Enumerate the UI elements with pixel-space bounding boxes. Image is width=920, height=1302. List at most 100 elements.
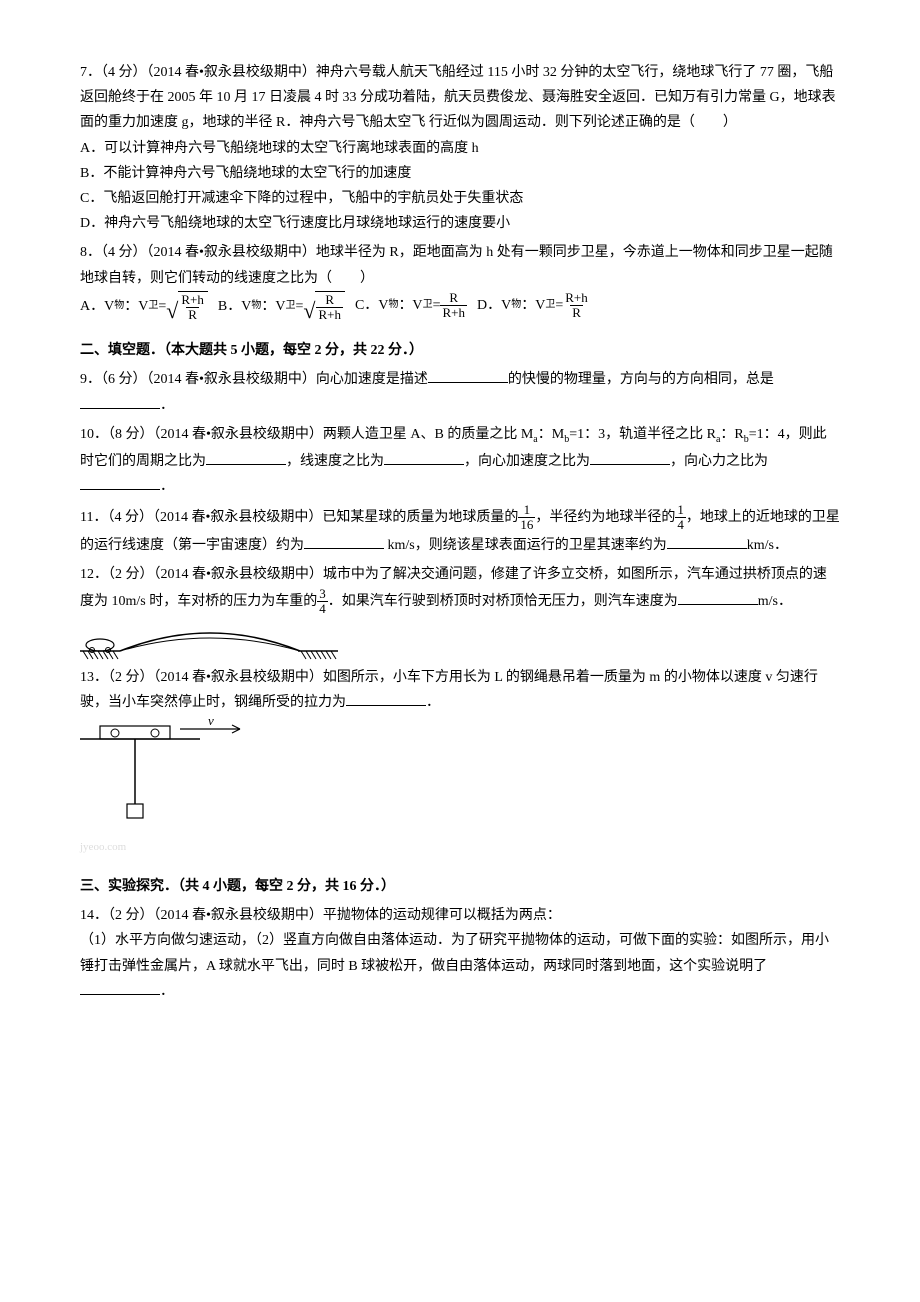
q8-d-den: R bbox=[570, 305, 583, 320]
q8-c-label: C． bbox=[355, 293, 378, 318]
q8-a-label: A． bbox=[80, 294, 104, 319]
q11-p4: km/s，则绕该星球表面运行的卫星其速率约为 bbox=[384, 538, 667, 553]
q8-a-v1: V bbox=[104, 294, 114, 319]
q8-option-a: A． V 物 ：V 卫 = √ R+h R bbox=[80, 291, 208, 323]
q12-p2: ．如果汽车行驶到桥顶时对桥顶恰无压力，则汽车速度为 bbox=[328, 594, 678, 609]
q8-a-colon: ：V bbox=[124, 294, 148, 319]
q8-a-eq: = bbox=[158, 294, 166, 319]
q8-c-sub2: 卫 bbox=[423, 296, 433, 314]
sqrt-icon: √ bbox=[303, 291, 315, 323]
q8-b-colon: ：V bbox=[261, 294, 285, 319]
q13-p1: 13．（2 分）（2014 春•叙永县校级期中）如图所示，小车下方用长为 L 的… bbox=[80, 670, 818, 710]
q11-p2: ，半径约为地球半径的 bbox=[535, 510, 675, 525]
question-8: 8．（4 分）（2014 春•叙永县校级期中）地球半径为 R，距地面高为 h 处… bbox=[80, 240, 840, 322]
q8-d-v1: V bbox=[501, 293, 511, 318]
q8-option-c: C． V 物 ：V 卫 = R R+h bbox=[355, 291, 467, 321]
q11-f1: 116 bbox=[518, 503, 535, 533]
q8-a-sqrt: √ R+h R bbox=[166, 291, 208, 323]
q11-p5: km/s． bbox=[747, 538, 788, 553]
section-3-title: 三、实验探究．（共 4 小题，每空 2 分，共 16 分．） bbox=[80, 874, 840, 899]
q8-a-num: R+h bbox=[179, 293, 206, 307]
q10-p9: ． bbox=[160, 479, 174, 494]
q12-p3: m/s． bbox=[758, 594, 792, 609]
blank bbox=[206, 450, 286, 465]
q8-b-sqrt: √ R R+h bbox=[303, 291, 345, 323]
q8-option-d: D． V 物 ：V 卫 = R+h R bbox=[477, 291, 590, 321]
v-label: v bbox=[208, 719, 214, 728]
q8-b-frac: R R+h bbox=[316, 293, 343, 323]
watermark: jyeoo.com bbox=[80, 838, 840, 858]
q8-a-sub1: 物 bbox=[114, 297, 124, 315]
blank bbox=[678, 590, 758, 605]
q11-f2: 14 bbox=[675, 503, 686, 533]
blank bbox=[384, 450, 464, 465]
q7-option-b: B．不能计算神舟六号飞船绕地球的太空飞行的加速度 bbox=[80, 161, 840, 186]
q10-p7: ，向心加速度之比为 bbox=[464, 454, 590, 469]
q14-p3: ． bbox=[160, 984, 174, 999]
q7-option-c: C．飞船返回舱打开减速伞下降的过程中，飞船中的宇航员处于失重状态 bbox=[80, 186, 840, 211]
q9-p1: 9．（6 分）（2014 春•叙永县校级期中）向心加速度是描述 bbox=[80, 372, 428, 387]
bridge-diagram bbox=[80, 621, 840, 661]
q14-p1: 14．（2 分）（2014 春•叙永县校级期中）平抛物体的运动规律可以概括为两点… bbox=[80, 903, 840, 928]
q9-p3: ． bbox=[160, 398, 174, 413]
q8-c-eq: = bbox=[433, 293, 441, 318]
q8-b-label: B． bbox=[218, 294, 241, 319]
q11-f2n: 1 bbox=[675, 503, 686, 517]
q12-f1d: 4 bbox=[317, 601, 328, 616]
q7-option-d: D．神舟六号飞船绕地球的太空飞行速度比月球绕地球运行的速度要小 bbox=[80, 211, 840, 236]
blank bbox=[667, 534, 747, 549]
q8-c-v1: V bbox=[378, 293, 388, 318]
blank bbox=[428, 368, 508, 383]
q8-a-frac: R+h R bbox=[179, 293, 206, 323]
q14-p2: （1）水平方向做匀速运动，（2）竖直方向做自由落体运动．为了研究平抛物体的运动，… bbox=[80, 933, 829, 973]
q11-f1d: 16 bbox=[518, 517, 535, 532]
q8-d-num: R+h bbox=[563, 291, 590, 305]
q10-p1: 10．（8 分）（2014 春•叙永县校级期中）两颗人造卫星 A、B 的质量之比… bbox=[80, 427, 533, 442]
q10-p3: =1：3，轨道半径之比 R bbox=[569, 427, 716, 442]
q8-c-den: R+h bbox=[440, 305, 467, 320]
q8-b-sub1: 物 bbox=[251, 297, 261, 315]
q11-f2d: 4 bbox=[675, 517, 686, 532]
q10-p4: ：R bbox=[720, 427, 743, 442]
blank bbox=[304, 534, 384, 549]
blank bbox=[80, 475, 160, 490]
section-2-title: 二、填空题．（本大题共 5 小题，每空 2 分，共 22 分．） bbox=[80, 338, 840, 363]
q8-d-eq: = bbox=[555, 293, 563, 318]
question-10: 10．（8 分）（2014 春•叙永县校级期中）两颗人造卫星 A、B 的质量之比… bbox=[80, 422, 840, 499]
q8-b-num: R bbox=[323, 293, 336, 307]
question-7: 7．（4 分）（2014 春•叙永县校级期中）神舟六号载人航天飞船经过 115 … bbox=[80, 60, 840, 236]
q8-a-den: R bbox=[186, 307, 199, 322]
q8-d-sub2: 卫 bbox=[545, 296, 555, 314]
q8-b-eq: = bbox=[295, 294, 303, 319]
q12-f1: 34 bbox=[317, 587, 328, 617]
q7-option-a: A．可以计算神舟六号飞船绕地球的太空飞行离地球表面的高度 h bbox=[80, 136, 840, 161]
pendulum-diagram: v jyeoo.com bbox=[80, 719, 840, 858]
q8-b-den: R+h bbox=[316, 307, 343, 322]
q8-option-b: B． V 物 ：V 卫 = √ R R+h bbox=[218, 291, 345, 323]
q8-d-frac: R+h R bbox=[563, 291, 590, 321]
q8-c-sub1: 物 bbox=[388, 296, 398, 314]
question-14: 14．（2 分）（2014 春•叙永县校级期中）平抛物体的运动规律可以概括为两点… bbox=[80, 903, 840, 1004]
blank bbox=[590, 450, 670, 465]
q10-p6: ，线速度之比为 bbox=[286, 454, 384, 469]
q8-b-sub2: 卫 bbox=[285, 297, 295, 315]
q11-f1n: 1 bbox=[522, 503, 533, 517]
question-12: 12．（2 分）（2014 春•叙永县校级期中）城市中为了解决交通问题，修建了许… bbox=[80, 562, 840, 617]
q10-p2: ：M bbox=[538, 427, 564, 442]
blank bbox=[80, 980, 160, 995]
q8-options: A． V 物 ：V 卫 = √ R+h R B． V 物 ：V 卫 bbox=[80, 291, 840, 323]
q8-d-label: D． bbox=[477, 293, 501, 318]
q9-p2: 的快慢的物理量，方向与的方向相同，总是 bbox=[508, 372, 774, 387]
question-9: 9．（6 分）（2014 春•叙永县校级期中）向心加速度是描述 的快慢的物理量，方… bbox=[80, 367, 840, 417]
q12-f1n: 3 bbox=[317, 587, 328, 601]
q8-b-v1: V bbox=[241, 294, 251, 319]
q8-d-colon: ：V bbox=[521, 293, 545, 318]
q13-p2: ． bbox=[426, 695, 440, 710]
q8-c-colon: ：V bbox=[398, 293, 422, 318]
q8-c-num: R bbox=[447, 291, 460, 305]
question-11: 11．（4 分）（2014 春•叙永县校级期中）已知某星球的质量为地球质量的11… bbox=[80, 503, 840, 558]
blank bbox=[80, 394, 160, 409]
q8-a-sub2: 卫 bbox=[148, 297, 158, 315]
q8-d-sub1: 物 bbox=[511, 296, 521, 314]
question-13: 13．（2 分）（2014 春•叙永县校级期中）如图所示，小车下方用长为 L 的… bbox=[80, 665, 840, 715]
